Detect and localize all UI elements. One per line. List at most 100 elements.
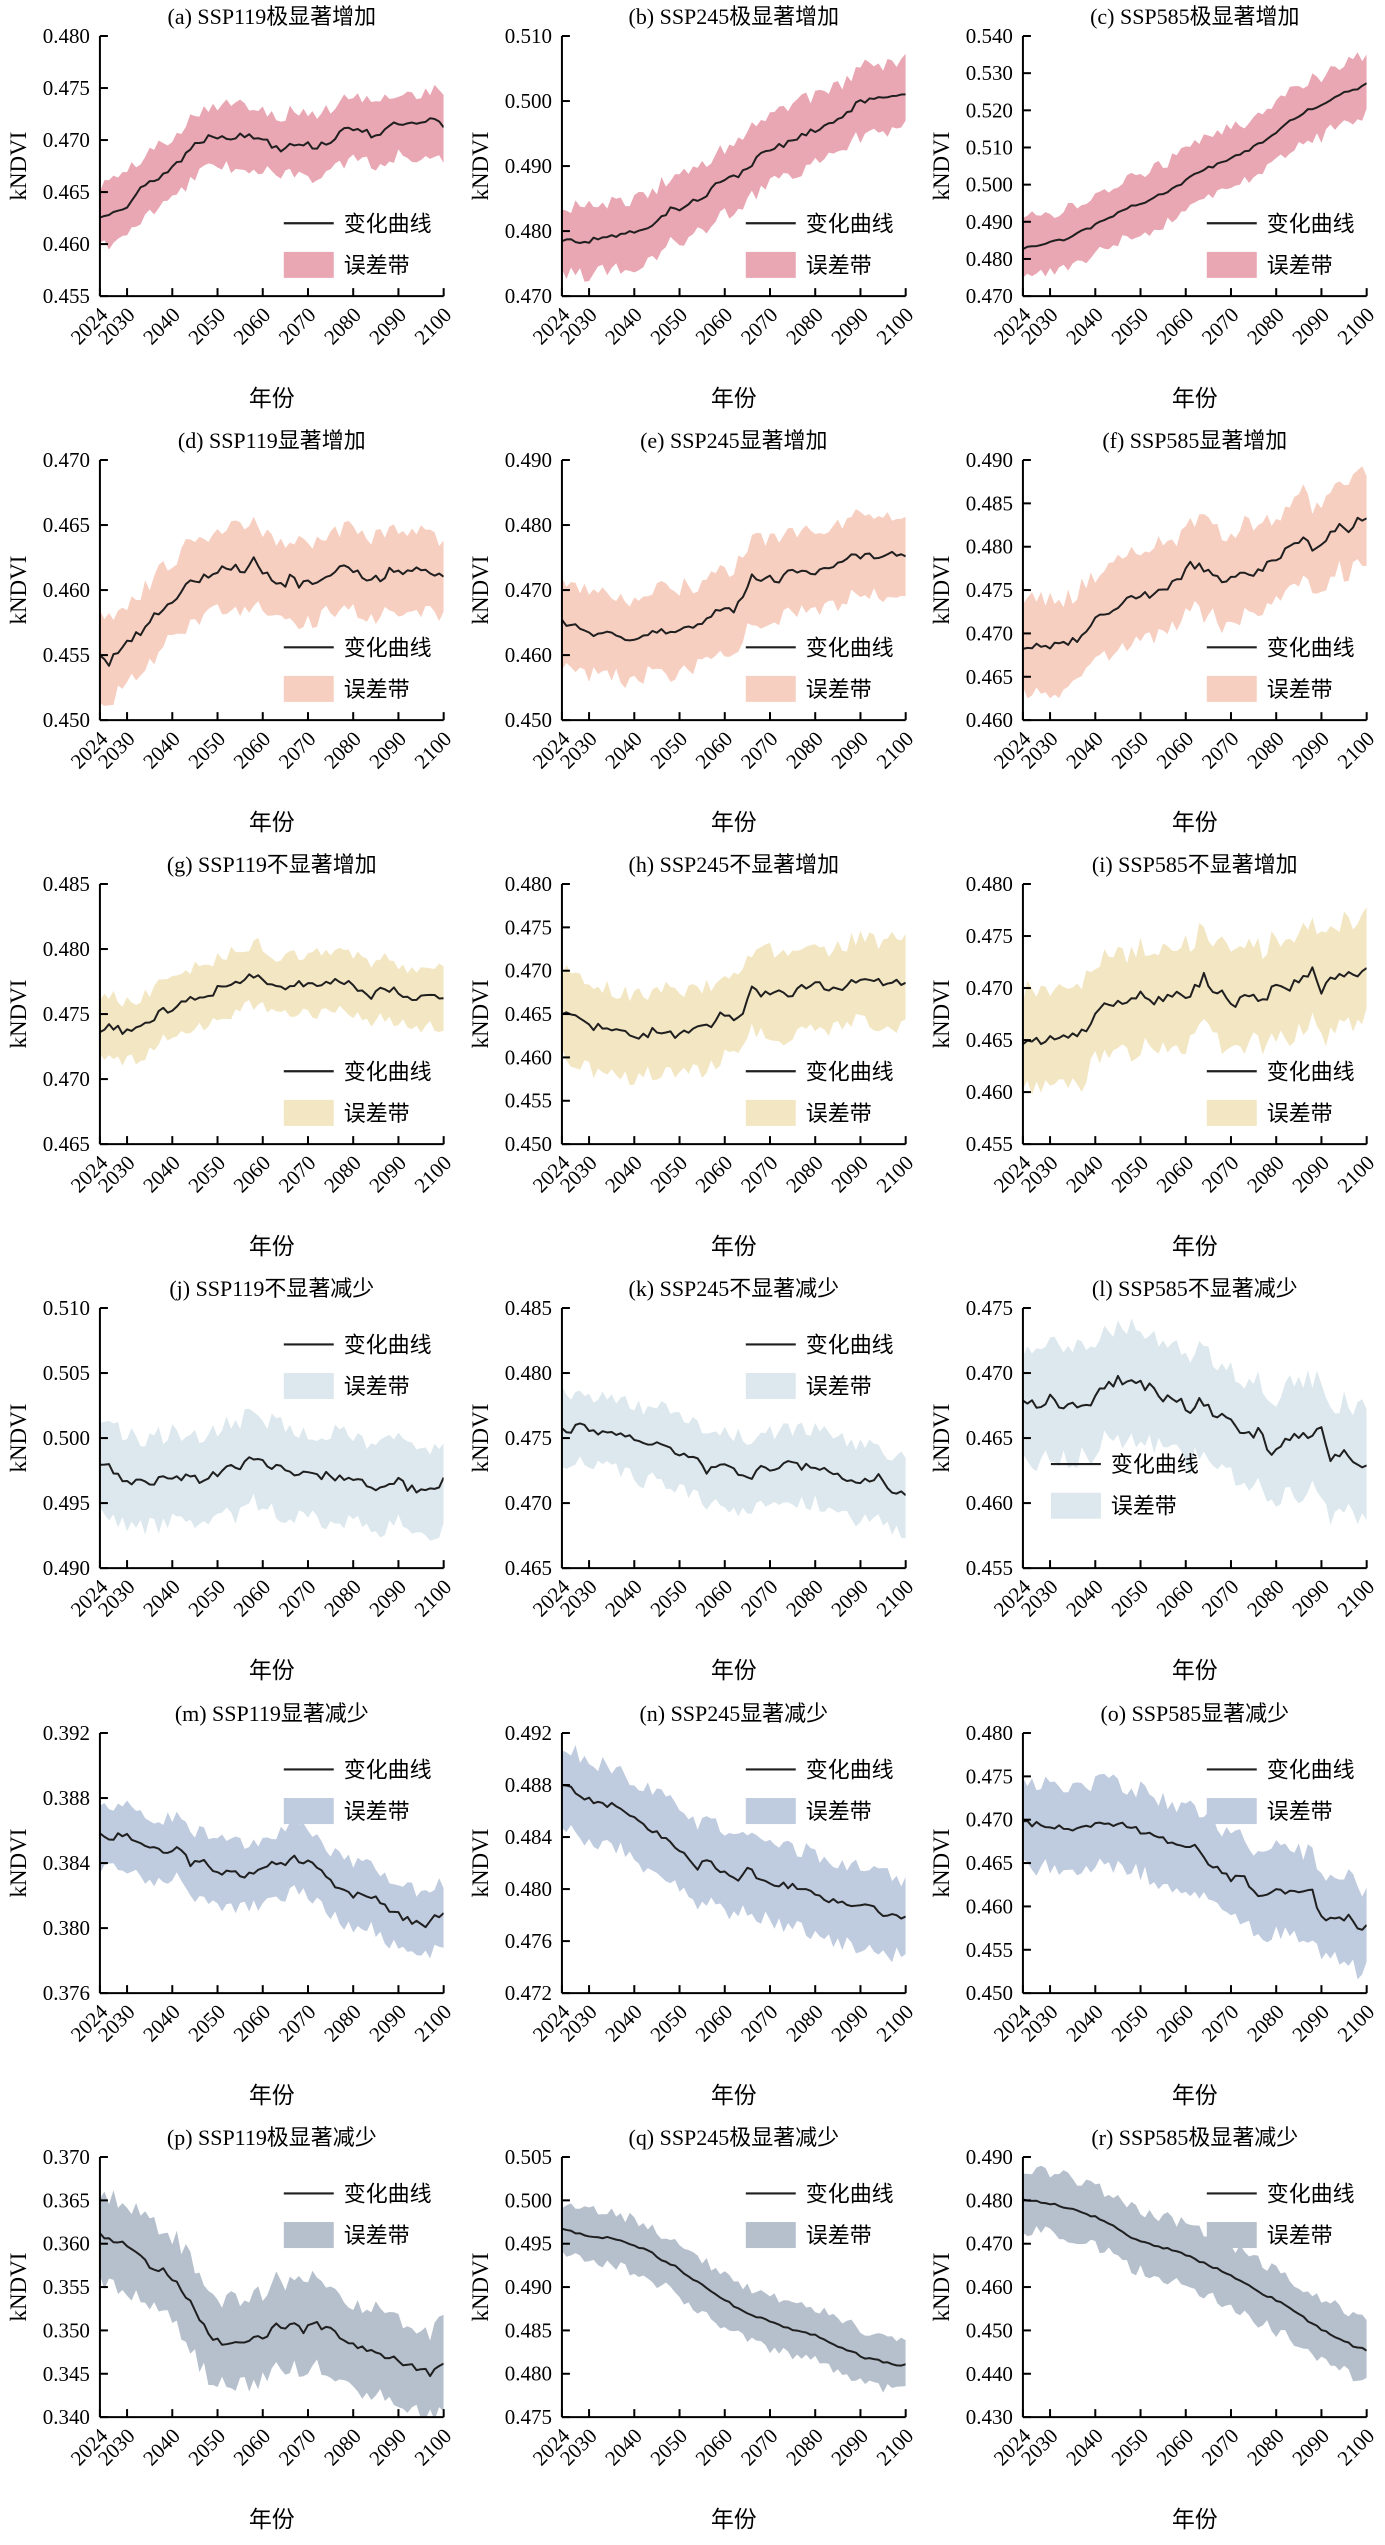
plot-area-j bbox=[99, 1409, 444, 1542]
x-tick-label: 2040 bbox=[600, 1999, 647, 2046]
legend-band-swatch bbox=[745, 1797, 796, 1824]
x-tick-label: 2080 bbox=[319, 1151, 366, 1198]
x-tick-label: 2080 bbox=[319, 727, 366, 774]
chart-cell-d: 0.450 0.455 0.460 0.465 0.470 2024 2030 2040 205… bbox=[0, 424, 462, 848]
legend-line-label: 变化曲线 bbox=[1267, 1060, 1355, 1085]
y-tick-label: 0.480 bbox=[966, 247, 1013, 271]
plot-area-h bbox=[561, 931, 906, 1086]
legend-band-swatch bbox=[745, 1373, 796, 1400]
x-tick-label: 2070 bbox=[274, 303, 321, 350]
y-tick-label: 0.345 bbox=[43, 2362, 90, 2386]
y-tick-label: 0.460 bbox=[43, 232, 90, 256]
error-band bbox=[99, 1800, 444, 1959]
y-axis-label: kNDVI bbox=[6, 1404, 31, 1473]
legend-band-label: 误差带 bbox=[344, 1799, 410, 1824]
y-tick-label: 0.355 bbox=[43, 2275, 90, 2299]
x-tick-label: 2100 bbox=[871, 1151, 918, 1198]
legend-band-swatch bbox=[283, 1100, 334, 1127]
x-tick-label: 2040 bbox=[138, 727, 185, 774]
x-tick-label: 2040 bbox=[600, 303, 647, 350]
y-ticks: 0.430 0.440 0.450 0.460 0.470 0.480 0.490 bbox=[966, 2145, 1032, 2429]
plot-area-b bbox=[561, 53, 906, 282]
legend-band-swatch bbox=[745, 676, 796, 703]
y-tick-label: 0.340 bbox=[43, 2405, 90, 2429]
error-band bbox=[99, 2190, 444, 2417]
chart-title: (k) SSP245不显著减少 bbox=[628, 1276, 839, 1301]
x-tick-label: 2060 bbox=[1152, 2424, 1199, 2471]
y-axis-label: kNDVI bbox=[6, 2252, 31, 2321]
y-tick-label: 0.505 bbox=[43, 1362, 90, 1386]
y-ticks: 0.455 0.460 0.465 0.470 0.475 0.480 bbox=[966, 872, 1032, 1156]
legend-band-swatch bbox=[745, 251, 796, 278]
x-tick-label: 2070 bbox=[736, 727, 783, 774]
x-tick-label: 2050 bbox=[183, 1999, 230, 2046]
y-tick-label: 0.475 bbox=[966, 578, 1013, 602]
legend-band-swatch bbox=[283, 676, 334, 703]
x-tick-label: 2060 bbox=[229, 1151, 276, 1198]
chart-cell-r: 0.430 0.440 0.450 0.460 0.470 0.480 0.490 2024 2… bbox=[923, 2121, 1385, 2545]
legend-band-label: 误差带 bbox=[805, 2223, 871, 2248]
y-tick-label: 0.485 bbox=[504, 2318, 551, 2342]
trend-line bbox=[1023, 1375, 1367, 1469]
x-tick-label: 2070 bbox=[274, 1151, 321, 1198]
x-tick-label: 2050 bbox=[183, 1151, 230, 1198]
x-tick-label: 2090 bbox=[826, 727, 873, 774]
y-tick-label: 0.480 bbox=[504, 2362, 551, 2386]
x-tick-label: 2070 bbox=[274, 727, 321, 774]
legend-band-label: 误差带 bbox=[344, 253, 410, 278]
y-ticks: 0.465 0.470 0.475 0.480 0.485 bbox=[504, 1296, 570, 1581]
plot-area-p bbox=[99, 2190, 444, 2417]
chart-panel-g: 0.465 0.470 0.475 0.480 0.485 202420302040205… bbox=[6, 852, 456, 1259]
trend-line bbox=[99, 1831, 444, 1928]
chart-panel-m: 0.376 0.380 0.384 0.388 0.392 202420302040205… bbox=[6, 1701, 456, 2108]
plot-area-c bbox=[1023, 52, 1367, 278]
y-tick-label: 0.540 bbox=[966, 24, 1013, 48]
y-tick-label: 0.490 bbox=[504, 448, 551, 472]
y-tick-label: 0.490 bbox=[966, 210, 1013, 234]
y-tick-label: 0.475 bbox=[504, 916, 551, 940]
error-band bbox=[99, 938, 444, 1066]
x-tick-label: 2080 bbox=[781, 1151, 828, 1198]
y-tick-label: 0.510 bbox=[43, 1296, 90, 1320]
chart-title: (a) SSP119极显著增加 bbox=[168, 4, 377, 29]
chart-title: (o) SSP585显著减少 bbox=[1101, 1701, 1290, 1726]
x-tick-label: 2040 bbox=[600, 1151, 647, 1198]
x-tick-label: 2080 bbox=[1242, 1151, 1289, 1198]
y-tick-label: 0.370 bbox=[43, 2145, 90, 2169]
x-tick-label: 2050 bbox=[645, 1151, 692, 1198]
trend-line bbox=[561, 551, 906, 642]
trend-line bbox=[561, 2227, 906, 2367]
x-tick-label: 2080 bbox=[781, 303, 828, 350]
x-tick-label: 2070 bbox=[1197, 1999, 1244, 2046]
legend-line-label: 变化曲线 bbox=[344, 2181, 432, 2206]
legend-band-label: 误差带 bbox=[805, 1799, 871, 1824]
x-axis-label: 年份 bbox=[249, 1659, 295, 1684]
y-tick-label: 0.500 bbox=[504, 89, 551, 113]
chart-title: (g) SSP119不显著增加 bbox=[167, 852, 377, 877]
chart-cell-j: 0.490 0.495 0.500 0.505 0.510 2024 2030 2040 205… bbox=[0, 1272, 462, 1696]
x-axis-label: 年份 bbox=[710, 1234, 756, 1259]
x-tick-label: 2090 bbox=[826, 2424, 873, 2471]
y-ticks: 0.455 0.460 0.465 0.470 0.475 bbox=[966, 1296, 1032, 1581]
chart-cell-k: 0.465 0.470 0.475 0.480 0.485 2024 2030 2040 205… bbox=[462, 1272, 924, 1696]
plot-area-g bbox=[99, 938, 444, 1066]
x-tick-label: 2040 bbox=[1062, 1999, 1109, 2046]
y-axis-label: kNDVI bbox=[929, 1828, 954, 1897]
chart-cell-p: 0.340 0.345 0.350 0.355 0.360 0.365 0.370 2024 2… bbox=[0, 2121, 462, 2545]
y-tick-label: 0.480 bbox=[43, 24, 90, 48]
legend-band-label: 误差带 bbox=[344, 677, 410, 702]
legend-line-label: 变化曲线 bbox=[1267, 1757, 1355, 1782]
legend-band-swatch bbox=[1207, 2221, 1258, 2248]
x-tick-label: 2100 bbox=[871, 303, 918, 350]
y-tick-label: 0.360 bbox=[43, 2232, 90, 2256]
